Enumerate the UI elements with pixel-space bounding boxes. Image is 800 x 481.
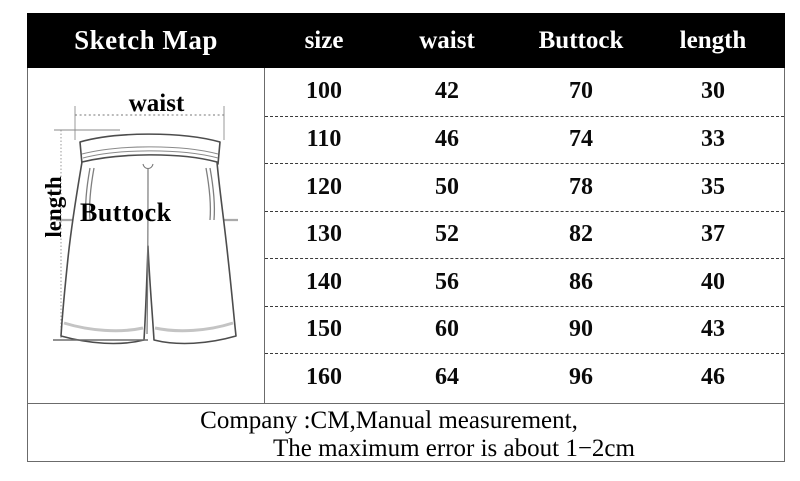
cell-waist: 50 <box>435 173 459 200</box>
header-column-buttock: Buttock <box>538 26 624 54</box>
cell-size: 160 <box>306 363 342 390</box>
cell-buttock: 86 <box>569 268 593 295</box>
cell-waist: 56 <box>435 268 459 295</box>
table-row: 130 52 82 37 <box>265 210 784 259</box>
cell-waist: 52 <box>435 221 459 248</box>
cell-length: 40 <box>701 268 725 295</box>
sketch-label-length: length <box>41 176 66 238</box>
cell-length: 35 <box>701 173 725 200</box>
table-row: 150 60 90 43 <box>265 305 784 354</box>
sketch-label-waist: waist <box>128 90 185 117</box>
cell-size: 110 <box>306 126 342 153</box>
cell-buttock: 90 <box>569 316 593 343</box>
header-column-group: size waist Buttock length <box>265 27 785 55</box>
cell-length: 33 <box>701 126 725 153</box>
cell-size: 100 <box>306 78 342 105</box>
cell-waist: 60 <box>435 316 459 343</box>
cell-buttock: 74 <box>569 126 593 153</box>
measurement-table: 100 42 70 30 110 46 74 33 120 50 78 35 1… <box>265 68 784 403</box>
chart-footer-note: Company :CM,Manual measurement, The maxi… <box>27 403 785 462</box>
cell-size: 150 <box>306 316 342 343</box>
cell-buttock: 70 <box>569 78 593 105</box>
cell-waist: 42 <box>435 78 459 105</box>
header-column-length: length <box>679 26 747 54</box>
footer-line-company: Company :CM,Manual measurement, <box>200 407 578 434</box>
cell-buttock: 82 <box>569 221 593 248</box>
cell-size: 130 <box>306 221 342 248</box>
cell-length: 37 <box>701 221 725 248</box>
cell-buttock: 78 <box>569 173 593 200</box>
table-row: 120 50 78 35 <box>265 163 784 211</box>
cell-length: 30 <box>701 78 725 105</box>
cell-buttock: 96 <box>569 363 593 390</box>
size-chart: Sketch Map size waist Buttock length <box>27 13 785 463</box>
table-row: 100 42 70 30 <box>265 68 784 116</box>
table-row: 110 46 74 33 <box>265 115 784 164</box>
table-row: 140 56 86 40 <box>265 258 784 306</box>
header-column-waist: waist <box>419 26 475 54</box>
header-sketch-map-label: Sketch Map <box>74 25 218 55</box>
cell-length: 43 <box>701 316 725 343</box>
shorts-sketch-icon <box>53 106 238 345</box>
cell-waist: 46 <box>435 126 459 153</box>
cell-size: 140 <box>306 268 342 295</box>
chart-header: Sketch Map size waist Buttock length <box>27 13 785 68</box>
chart-body: waist Buttock length 100 42 70 30 110 46… <box>27 68 785 403</box>
sketch-map-pane: waist Buttock length <box>28 68 265 403</box>
cell-waist: 64 <box>435 363 459 390</box>
footer-line-tolerance: The maximum error is about 1−2cm <box>273 435 635 462</box>
cell-size: 120 <box>306 173 342 200</box>
cell-length: 46 <box>701 363 725 390</box>
header-column-size: size <box>304 26 344 54</box>
table-row: 160 64 96 46 <box>265 353 784 401</box>
sketch-label-buttock: Buttock <box>80 198 172 227</box>
